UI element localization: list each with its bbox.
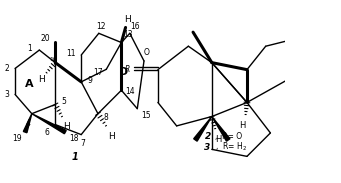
Text: H: H — [64, 122, 70, 131]
Text: 5: 5 — [61, 97, 66, 106]
Text: 7: 7 — [80, 139, 85, 148]
Text: 19: 19 — [12, 134, 21, 143]
Text: 18: 18 — [69, 134, 78, 143]
Text: 10: 10 — [50, 57, 57, 62]
Text: 2: 2 — [205, 132, 211, 141]
Text: 14: 14 — [125, 87, 135, 96]
Text: H: H — [240, 121, 246, 130]
Text: 9: 9 — [87, 76, 92, 85]
Text: R: R — [125, 65, 130, 74]
Text: H: H — [124, 15, 131, 24]
Text: H: H — [39, 75, 45, 84]
Text: 8: 8 — [104, 113, 109, 122]
Text: 17: 17 — [93, 68, 103, 77]
Text: 13: 13 — [123, 31, 133, 40]
Text: O: O — [144, 48, 149, 57]
Text: 3: 3 — [4, 90, 9, 99]
Text: 15: 15 — [141, 111, 150, 120]
Polygon shape — [32, 114, 66, 134]
Text: 16: 16 — [130, 22, 139, 31]
Text: D: D — [119, 67, 129, 77]
Text: 1: 1 — [72, 152, 79, 162]
Text: 4: 4 — [25, 119, 30, 128]
Text: ,  R= O: , R= O — [215, 132, 242, 141]
Text: ,  R= H$_2$: , R= H$_2$ — [215, 141, 247, 153]
Text: H: H — [108, 132, 115, 141]
Text: 20: 20 — [40, 34, 50, 43]
Polygon shape — [212, 117, 230, 141]
Text: A: A — [25, 79, 34, 89]
Text: H: H — [215, 135, 222, 144]
Text: 6: 6 — [44, 128, 49, 137]
Text: 11: 11 — [66, 49, 76, 58]
Polygon shape — [23, 114, 32, 133]
Text: 12: 12 — [96, 22, 105, 31]
Text: 2: 2 — [4, 64, 9, 73]
Text: 1: 1 — [27, 44, 32, 53]
Text: 3: 3 — [205, 143, 211, 152]
Polygon shape — [194, 117, 212, 141]
